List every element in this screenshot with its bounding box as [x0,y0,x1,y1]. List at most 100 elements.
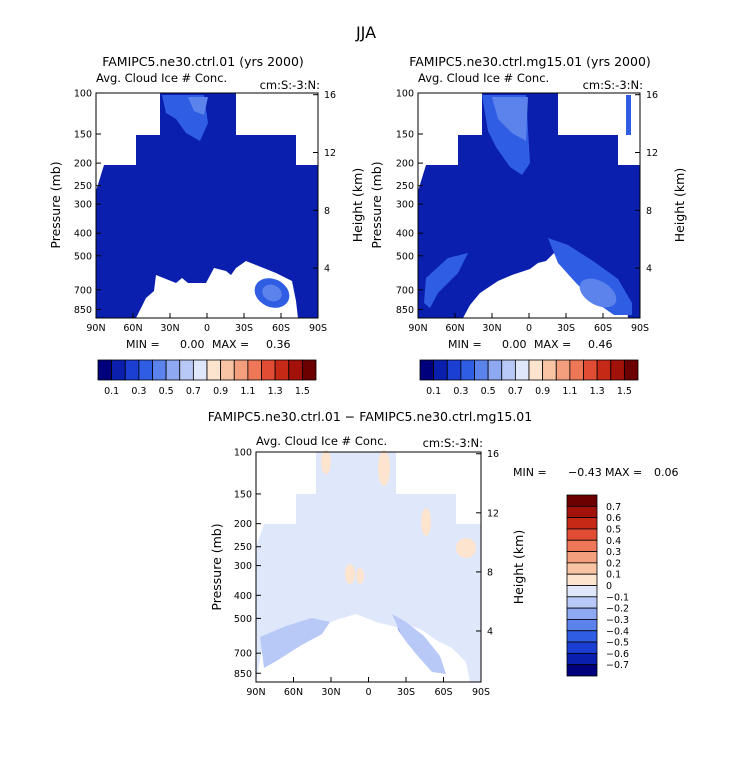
colorbar-swatch [138,359,153,381]
panel-1-field [96,93,318,318]
colorbar-label: 0.5 [159,386,174,397]
colorbar-label: 0.9 [535,386,550,397]
colorbar-label: 0.2 [606,558,621,569]
colorbar-swatch [501,359,516,381]
colorbar-swatch [165,359,181,381]
pressure-tick-label: 500 [234,614,252,625]
colorbar-label: 0.1 [426,386,441,397]
colorbar-swatch [569,359,584,381]
colorbar-swatch [610,359,625,381]
pressure-tick-label: 200 [234,519,252,530]
panel-3-subtitle: Avg. Cloud Ice # Conc. [256,434,387,448]
lat-tick-label: 0 [204,323,210,334]
colorbar-swatch [179,359,194,381]
colorbar-swatch [566,528,598,541]
panel-3-colorbar: 0.70.60.50.40.30.20.10−0.1−0.2−0.3−0.4−0… [566,494,629,677]
pressure-tick-label: 100 [74,89,92,100]
panel-3-units: cm:S:-3:N: [423,436,483,450]
height-tick-label: 4 [324,264,330,275]
field-region [418,93,640,318]
panel-1: FAMIPC5.ne30.ctrl.01 (yrs 2000) Avg. Clo… [48,54,365,397]
height-tick-label: 16 [487,449,499,460]
southern-negative [392,614,446,674]
polar-column [626,95,631,135]
panel-3-lat-ticks: 90N 60N 30N 0 30S 60S 90S [246,677,490,698]
colorbar-swatch [152,359,167,381]
colorbar-label: 0 [606,581,612,592]
colorbar-swatch [288,359,303,381]
colorbar-label: −0.7 [606,660,629,671]
lat-tick-label: 60S [272,323,290,334]
colorbar-swatch [596,359,612,381]
pressure-tick-label: 150 [74,130,92,141]
lat-tick-label: 60N [123,323,142,334]
colorbar-swatch [555,359,571,381]
panel-3-y2label: Height (km) [511,530,526,604]
height-tick-label: 12 [646,148,658,159]
colorbar-swatch [566,551,598,564]
colorbar-label: 1.3 [268,386,283,397]
colorbar-label: 0.7 [186,386,201,397]
colorbar-swatch [274,359,290,381]
field-region [96,93,318,318]
colorbar-swatch [124,359,140,381]
panel-2-height-ticks: 16 12 8 4 [635,90,658,275]
pressure-tick-label: 300 [234,561,252,572]
lat-tick-label: 90N [246,687,265,698]
colorbar-swatch [583,359,598,381]
colorbar-swatch [97,359,113,381]
pressure-tick-label: 150 [234,489,252,500]
panel-3-field [256,450,481,682]
colorbar-swatch [460,359,475,381]
positive-blob [321,450,331,474]
colorbar-swatch [566,641,598,654]
pressure-tick-label: 400 [234,591,252,602]
northern-negative [260,618,330,668]
pressure-tick-label: 500 [74,251,92,262]
pressure-tick-label: 300 [396,200,414,211]
lat-tick-label: 0 [526,323,532,334]
positive-blob [378,450,390,486]
colorbar-swatch [419,359,435,381]
pressure-tick-label: 200 [74,159,92,170]
colorbar-swatch [433,359,448,381]
positive-blob [345,564,355,584]
colorbar-swatch [528,359,544,381]
panel-1-max-label: MAX = [212,338,249,351]
lat-tick-label: 60S [594,323,612,334]
colorbar-label: 0.1 [606,570,621,581]
pressure-tick-label: 200 [396,159,414,170]
pressure-tick-label: 150 [396,130,414,141]
panel-3-max-value: 0.06 [654,466,679,479]
lat-tick-label: 30S [235,323,253,334]
lat-tick-label: 60S [434,687,452,698]
midlat-core [579,278,617,308]
lat-tick-label: 90N [408,323,427,334]
panel-2-max-label: MAX = [534,338,571,351]
lat-tick-label: 30S [557,323,575,334]
colorbar-swatch [566,607,598,620]
pressure-tick-label: 700 [396,285,414,296]
height-tick-label: 4 [646,264,652,275]
colorbar-label: 1.3 [590,386,605,397]
midlat-core [262,284,282,302]
colorbar-label: −0.1 [606,592,629,603]
pressure-tick-label: 500 [396,251,414,262]
colorbar-swatch [566,539,598,552]
colorbar-label: 0.9 [213,386,228,397]
panel-3-min-label: MIN = [513,466,547,479]
colorbar-swatch [261,359,276,381]
colorbar-label: 0.7 [606,502,621,513]
lat-tick-label: 90S [472,687,490,698]
pressure-tick-label: 100 [396,89,414,100]
pressure-tick-label: 700 [234,649,252,660]
panel-2-title: FAMIPC5.ne30.ctrl.mg15.01 (yrs 2000) [409,54,651,69]
upper-cloud-core [492,97,528,141]
colorbar-swatch [566,664,598,677]
colorbar-swatch [566,585,598,598]
colorbar-swatch [247,359,262,381]
colorbar-swatch [566,505,598,519]
colorbar-swatch [233,359,249,381]
pressure-tick-label: 400 [74,229,92,240]
lat-tick-label: 90N [86,323,105,334]
